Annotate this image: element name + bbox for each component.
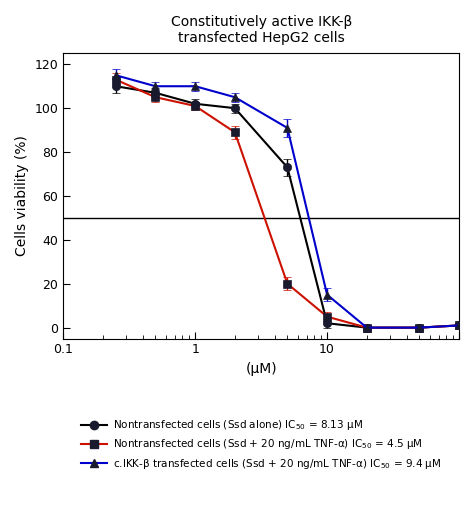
Legend: Nontransfected cells (Ssd alone) IC$_{50}$ = 8.13 μM, Nontransfected cells (Ssd : Nontransfected cells (Ssd alone) IC$_{50… bbox=[78, 415, 444, 474]
Y-axis label: Cells viability (%): Cells viability (%) bbox=[15, 135, 29, 256]
X-axis label: (μM): (μM) bbox=[246, 362, 277, 376]
Title: Constitutively active IKK-β
transfected HepG2 cells: Constitutively active IKK-β transfected … bbox=[171, 15, 352, 45]
